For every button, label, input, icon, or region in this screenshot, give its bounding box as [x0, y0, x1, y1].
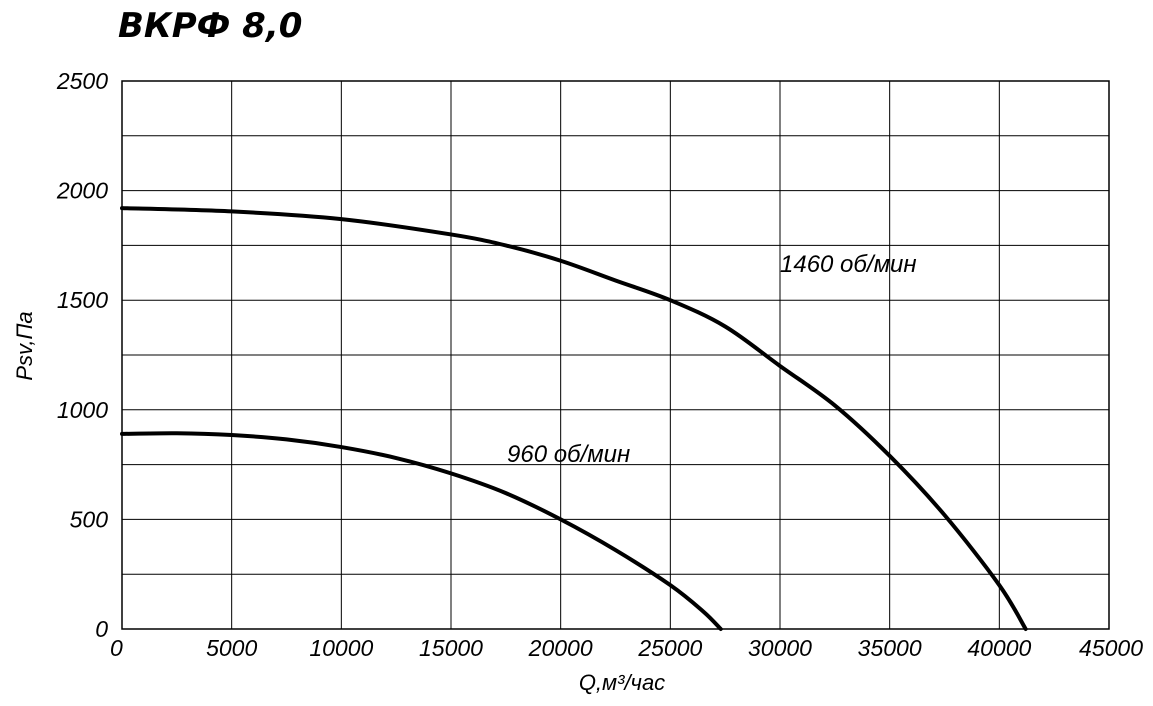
y-tick-label: 1500	[57, 287, 108, 313]
x-tick-label: 35000	[858, 635, 922, 661]
series-curve-1460	[120, 206, 1028, 631]
y-tick-label: 500	[70, 506, 109, 532]
grid	[121, 80, 1110, 630]
x-tick-label: 20000	[528, 635, 593, 661]
y-tick-label: 2500	[56, 68, 108, 94]
series-curve-960	[120, 431, 723, 631]
x-tick-label: 30000	[748, 635, 812, 661]
x-axis-label: Q,м³/час	[579, 670, 665, 695]
series-label-960: 960 об/мин	[507, 441, 630, 468]
x-tick-label: 15000	[419, 635, 483, 661]
tick-labels: 0 5000 10000 15000 20000 25000 30000 35000 40000…	[56, 68, 1143, 661]
x-tick-label: 0	[110, 635, 123, 661]
x-tick-label: 25000	[637, 635, 702, 661]
y-tick-label: 1000	[57, 397, 108, 423]
y-tick-label: 0	[95, 616, 108, 642]
x-tick-label: 5000	[206, 635, 257, 661]
plot-frame	[121, 80, 1110, 630]
series-label-1460: 1460 об/мин	[780, 251, 917, 278]
series-curves	[120, 206, 1028, 631]
y-tick-label: 2000	[56, 178, 108, 204]
x-tick-label: 40000	[967, 635, 1031, 661]
x-tick-label: 45000	[1079, 635, 1143, 661]
x-tick-label: 10000	[309, 635, 373, 661]
y-axis-label: Psv,Па	[12, 311, 37, 380]
chart-title: ВКРФ 8,0	[118, 6, 302, 46]
